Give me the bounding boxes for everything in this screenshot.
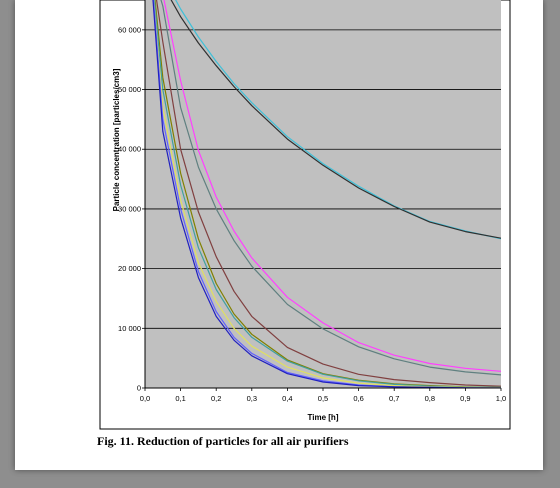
series-line-7 [153, 0, 501, 388]
series-lines [152, 0, 501, 388]
y-tick-label-5: 50 000 [118, 85, 141, 94]
x-axis-ticks: 0,0 0,1 0,2 0,3 0,4 0,5 0,6 0,7 0,8 0,9 1,0 [140, 388, 506, 403]
plot-area [145, 0, 501, 388]
y-axis-label: Particle concentration [particles/cm3] [112, 68, 121, 211]
y-tick-label-6: 60 000 [118, 25, 141, 34]
x-tick-label-4: 0,4 [282, 394, 292, 403]
y-tick-label-3: 30 000 [118, 204, 141, 213]
gridlines [145, 29, 501, 329]
series-line-8 [153, 0, 501, 388]
series-line-3 [163, 0, 501, 372]
x-tick-label-8: 0,8 [425, 394, 435, 403]
y-tick-label-2: 20 000 [118, 264, 141, 273]
x-tick-label-1: 0,1 [175, 394, 185, 403]
x-axis-label: Time [h] [308, 413, 339, 422]
figure-caption: Fig. 11. Reduction of particles for all … [97, 434, 349, 448]
x-tick-label-3: 0,3 [247, 394, 257, 403]
y-tick-label-0: 0 [137, 384, 141, 393]
x-tick-label-6: 0,6 [353, 394, 363, 403]
x-tick-label-0: 0,0 [140, 394, 150, 403]
series-line-4 [160, 0, 501, 376]
x-tick-label-2: 0,2 [211, 394, 221, 403]
x-tick-label-5: 0,5 [318, 394, 328, 403]
series-line-10 [152, 0, 501, 388]
x-tick-label-10: 1,0 [496, 394, 506, 403]
series-line-2 [170, 0, 501, 239]
y-tick-label-4: 40 000 [118, 145, 141, 154]
y-tick-label-1: 10 000 [118, 324, 141, 333]
x-tick-label-9: 0,9 [460, 394, 470, 403]
series-line-5 [155, 0, 501, 387]
x-tick-label-7: 0,7 [389, 394, 399, 403]
